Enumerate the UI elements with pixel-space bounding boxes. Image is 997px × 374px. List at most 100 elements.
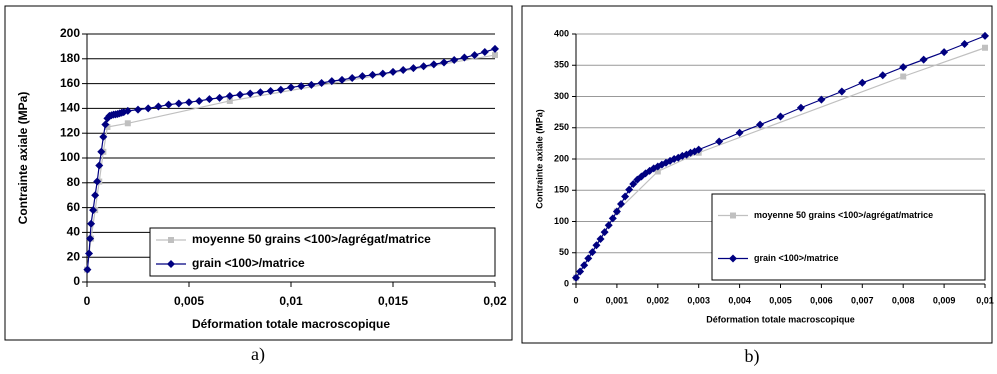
y-tick-label: 50 xyxy=(559,247,569,257)
data-point xyxy=(297,82,306,91)
data-point xyxy=(817,95,826,104)
data-point xyxy=(592,241,601,250)
y-axis-label: Contrainte axiale (MPa) xyxy=(16,92,30,225)
data-point xyxy=(450,56,459,65)
data-point xyxy=(596,235,605,243)
x-tick-label: 0,004 xyxy=(728,295,751,305)
data-point xyxy=(899,63,908,72)
data-point xyxy=(287,83,295,92)
data-point xyxy=(419,62,428,71)
data-point xyxy=(776,112,785,121)
legend-label: grain <100>/matrice xyxy=(754,253,839,263)
legend-label: moyenne 50 grains <100>/agrégat/matrice xyxy=(754,210,933,220)
y-tick-label: 0 xyxy=(564,278,569,288)
legend-marker xyxy=(167,260,175,268)
y-tick-label: 40 xyxy=(67,225,81,239)
legend-marker xyxy=(730,212,736,219)
data-point xyxy=(85,249,94,258)
data-point xyxy=(429,60,438,69)
data-point xyxy=(317,78,326,87)
data-point xyxy=(694,145,703,154)
data-point xyxy=(982,44,988,51)
data-point xyxy=(174,99,183,108)
data-point xyxy=(399,65,408,74)
data-point xyxy=(266,87,275,96)
data-point xyxy=(389,67,397,76)
data-point xyxy=(378,69,387,78)
x-tick-label: 0,005 xyxy=(174,294,204,308)
y-axis-label: Contrainte axiale (MPa) xyxy=(534,109,544,209)
y-tick-label: 350 xyxy=(554,60,569,70)
x-tick-label: 0,015 xyxy=(378,294,408,308)
data-point xyxy=(491,44,499,53)
data-point xyxy=(87,219,96,228)
x-axis-label: Déformation totale macroscopique xyxy=(706,314,855,324)
caption: b) xyxy=(745,346,760,367)
legend-label: moyenne 50 grains <100>/agrégat/matrice xyxy=(192,232,431,246)
data-point xyxy=(205,95,214,104)
x-tick-label: 0,009 xyxy=(933,295,956,305)
y-tick-label: 250 xyxy=(554,122,569,132)
x-tick-label: 0,003 xyxy=(687,295,710,305)
data-point xyxy=(89,206,98,215)
y-tick-label: 140 xyxy=(60,101,80,115)
data-point xyxy=(576,267,585,276)
data-point xyxy=(101,120,110,129)
data-point xyxy=(93,177,102,186)
x-tick-label: 0,008 xyxy=(892,295,915,305)
x-axis-label: Déformation totale macroscopique xyxy=(192,317,390,331)
data-point xyxy=(246,89,255,98)
caption: a) xyxy=(251,344,265,365)
legend-box xyxy=(149,227,496,277)
data-point xyxy=(715,137,724,146)
x-tick-label: 0 xyxy=(573,295,578,305)
x-tick-label: 0,02 xyxy=(483,294,507,308)
data-point xyxy=(480,47,489,56)
data-point xyxy=(900,73,907,80)
y-tick-label: 150 xyxy=(554,185,569,195)
data-point xyxy=(981,31,989,40)
y-tick-label: 200 xyxy=(554,153,569,163)
data-point xyxy=(99,132,108,141)
y-tick-label: 100 xyxy=(554,216,569,226)
data-point xyxy=(837,87,846,96)
data-point xyxy=(338,75,346,84)
y-tick-label: 400 xyxy=(554,28,569,38)
x-tick-label: 0,006 xyxy=(810,295,833,305)
data-point xyxy=(134,105,142,114)
x-tick-label: 0,01 xyxy=(976,295,994,305)
data-point xyxy=(492,52,498,59)
data-point xyxy=(358,72,367,81)
data-point xyxy=(608,214,617,223)
legend-box xyxy=(711,193,986,281)
data-point xyxy=(919,55,928,64)
x-tick-label: 0,007 xyxy=(851,295,874,305)
data-point xyxy=(572,273,580,282)
data-point xyxy=(756,120,765,129)
legend-marker xyxy=(729,254,737,263)
data-point xyxy=(654,168,661,175)
data-point xyxy=(154,102,163,111)
data-point xyxy=(584,254,593,263)
y-tick-label: 20 xyxy=(67,249,81,263)
data-point xyxy=(215,93,224,102)
data-point xyxy=(960,40,969,48)
y-tick-label: 300 xyxy=(554,91,569,101)
data-point xyxy=(144,104,153,113)
data-point xyxy=(409,64,418,73)
x-tick-label: 0 xyxy=(84,294,91,308)
data-point xyxy=(616,200,625,208)
x-tick-label: 0,01 xyxy=(279,294,303,308)
x-tick-label: 0,002 xyxy=(647,295,670,305)
data-point xyxy=(368,70,377,79)
data-point xyxy=(104,124,111,130)
y-tick-label: 60 xyxy=(67,200,81,214)
data-point xyxy=(95,161,104,170)
y-tick-label: 0 xyxy=(73,274,80,288)
data-point xyxy=(83,265,92,274)
data-point xyxy=(256,88,265,97)
data-point xyxy=(796,103,805,112)
data-point xyxy=(225,92,234,100)
data-point xyxy=(195,96,204,105)
